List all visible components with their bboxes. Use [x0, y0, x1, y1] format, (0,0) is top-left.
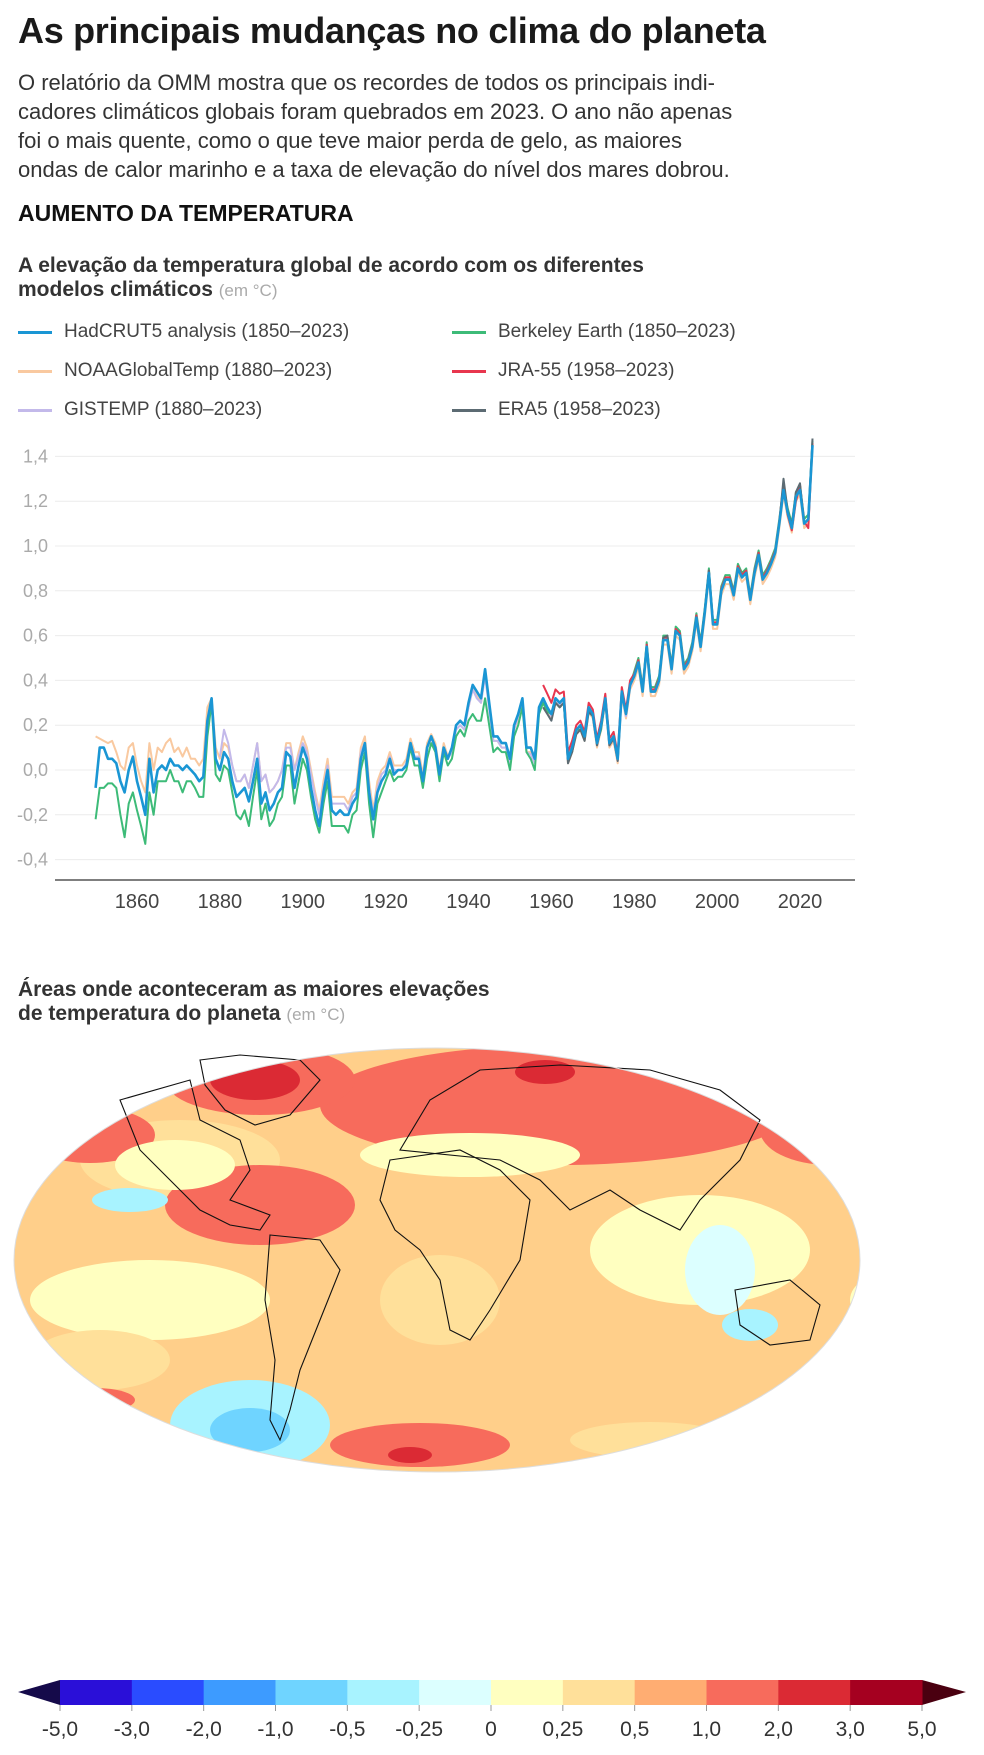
legend-item: ERA5 (1958–2023) [452, 399, 661, 421]
legend-swatch [18, 330, 52, 334]
colorbar-tick-label: 0,25 [542, 1718, 583, 1741]
colorbar-tick-label: 1,0 [692, 1718, 721, 1741]
chart-unit: (em °C) [218, 281, 278, 300]
legend-swatch [452, 330, 486, 334]
colorbar-segment [203, 1680, 276, 1705]
chart-title-line: modelos climáticos [18, 278, 213, 301]
legend-label: JRA-55 (1958–2023) [498, 360, 675, 381]
colorbar-segment [347, 1680, 420, 1705]
legend-item: NOAAGlobalTemp (1880–2023) [18, 360, 332, 382]
series-line [542, 442, 814, 756]
legend-label: Berkeley Earth (1850–2023) [498, 321, 736, 342]
colorbar: -5,0 -3,0 -2,0 -1,0 -0,5 -0,25 0 0,25 0,5 1,0 2,0 3… [18, 1680, 966, 1741]
x-tick-label: 1940 [446, 891, 491, 913]
series-line [94, 445, 814, 828]
colorbar-tick-label: -5,0 [42, 1718, 78, 1741]
map-title-line: Áreas onde aconteceram as maiores elevaç… [18, 978, 490, 1001]
legend-swatch [452, 408, 486, 412]
chart-title-line: A elevação da temperatura global de acor… [18, 254, 644, 277]
intro-line: foi o mais quente, como o que teve maior… [18, 128, 683, 153]
intro-line: O relatório da OMM mostra que os recorde… [18, 70, 715, 95]
map-title: Áreas onde aconteceram as maiores elevaç… [18, 978, 490, 1027]
colorbar-under-arrow [18, 1680, 60, 1705]
legend-label: GISTEMP (1880–2023) [64, 399, 263, 420]
y-tick-label: 0,8 [23, 581, 48, 601]
intro-line: cadores climáticos globais foram quebrad… [18, 99, 733, 124]
intro-line: ondas de calor marinho e a taxa de eleva… [18, 157, 730, 182]
legend-item: Berkeley Earth (1850–2023) [452, 321, 736, 343]
temperature-anomaly-map [13, 1047, 861, 1473]
colorbar-segment [850, 1680, 923, 1705]
y-tick-label: 0,6 [23, 626, 48, 646]
map-boundary [13, 1047, 861, 1473]
map-unit: (em °C) [286, 1005, 346, 1024]
legend-item: HadCRUT5 analysis (1850–2023) [18, 321, 349, 343]
x-tick-label: 1980 [612, 891, 657, 913]
x-tick-label: 1860 [115, 891, 160, 913]
colorbar-tick-label: -0,5 [329, 1718, 365, 1741]
colorbar-tick-label: 3,0 [836, 1718, 865, 1741]
colorbar-segment [778, 1680, 851, 1705]
y-tick-label: 1,0 [23, 536, 48, 556]
colorbar-tick-label: -3,0 [114, 1718, 150, 1741]
y-tick-label: 0,4 [23, 670, 48, 690]
series-line [95, 449, 814, 812]
x-tick-label: 1900 [281, 891, 326, 913]
colorbar-tick-label: -1,0 [257, 1718, 293, 1741]
legend-item: GISTEMP (1880–2023) [18, 399, 262, 421]
colorbar-segment [562, 1680, 636, 1705]
colorbar-segment [634, 1680, 707, 1705]
legend-swatch [18, 369, 52, 373]
legend-label: HadCRUT5 analysis (1850–2023) [64, 321, 350, 342]
x-tick-label: 1920 [363, 891, 408, 913]
colorbar-tick-label: 0 [485, 1718, 497, 1741]
page-title: As principais mudanças no clima do plane… [18, 10, 766, 51]
colorbar-tick-label: 5,0 [907, 1718, 936, 1741]
colorbar-tick-label: 2,0 [764, 1718, 793, 1741]
x-tick-label: 1960 [529, 891, 574, 913]
legend-label: NOAAGlobalTemp (1880–2023) [64, 360, 333, 381]
legend-item: JRA-55 (1958–2023) [452, 360, 674, 382]
x-tick-label: 1880 [198, 891, 243, 913]
y-tick-label: 1,2 [23, 491, 48, 511]
colorbar-segment [491, 1680, 564, 1705]
colorbar-tick-label: 0,5 [620, 1718, 649, 1741]
intro-paragraph: O relatório da OMM mostra que os recorde… [18, 68, 732, 184]
colorbar-segment [275, 1680, 348, 1705]
colorbar-segment [419, 1680, 492, 1705]
x-tick-label: 2020 [778, 891, 823, 913]
legend-swatch [452, 369, 486, 373]
map-title-line: de temperatura do planeta [18, 1002, 281, 1025]
colorbar-segment [131, 1680, 205, 1705]
temperature-line-chart: -0,4 -0,2 0,0 0,2 0,4 0,6 0,8 1,0 1,2 1,4 1860 1880… [17, 438, 855, 913]
colorbar-segment [706, 1680, 779, 1705]
coastlines [119, 1054, 821, 1442]
colorbar-segment [60, 1680, 133, 1705]
legend-swatch [18, 408, 52, 412]
y-tick-label: 1,4 [23, 446, 48, 466]
y-tick-label: 0,2 [23, 715, 48, 735]
colorbar-tick-label: -2,0 [186, 1718, 222, 1741]
y-tick-label: -0,4 [17, 850, 48, 870]
colorbar-over-arrow [922, 1680, 966, 1705]
section-heading: AUMENTO DA TEMPERATURA [18, 200, 354, 226]
y-tick-label: -0,2 [17, 805, 48, 825]
series-line [218, 445, 814, 816]
x-tick-label: 2000 [695, 891, 740, 913]
legend-label: ERA5 (1958–2023) [498, 399, 661, 420]
series-line [542, 438, 814, 765]
chart-title: A elevação da temperatura global de acor… [18, 254, 644, 303]
map-fill [14, 1048, 860, 1472]
y-tick-label: 0,0 [23, 760, 48, 780]
colorbar-tick-label: -0,25 [395, 1718, 443, 1741]
